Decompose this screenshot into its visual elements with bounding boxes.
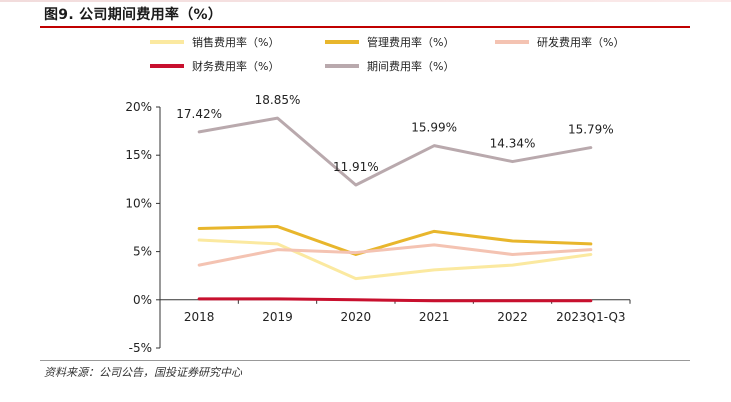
source-rule — [40, 360, 690, 361]
x-tick-label: 2020 — [341, 310, 372, 324]
series-line-4 — [197, 116, 593, 187]
data-label: 15.79% — [568, 123, 614, 137]
chart: 销售费用率（%） 管理费用率（%） 研发费用率（%） 财务费用率（%） 期间费用率（%）… — [125, 35, 631, 355]
y-tick-label: 10% — [125, 196, 152, 210]
data-label: 17.42% — [176, 107, 222, 121]
legend-label: 研发费用率（%） — [537, 35, 624, 49]
data-label: 14.34% — [490, 137, 536, 151]
legend-label: 期间费用率（%） — [367, 59, 454, 73]
figure-header: 图9. 公司期间费用率（%） — [0, 0, 731, 26]
x-tick-label: 2023Q1-Q3 — [556, 310, 625, 324]
legend-label: 销售费用率（%） — [192, 35, 279, 49]
legend-label: 管理费用率（%） — [367, 35, 454, 49]
y-tick-label: 5% — [133, 245, 152, 259]
series-line-0 — [197, 238, 593, 281]
data-label: 18.85% — [255, 93, 301, 107]
figure-title: 图9. 公司期间费用率（%） — [44, 7, 223, 23]
legend-label: 财务费用率（%） — [192, 59, 279, 73]
data-label: 15.99% — [411, 121, 457, 135]
y-tick-label: 20% — [125, 100, 152, 114]
source-note: 资料来源：公司公告，国投证券研究中心 — [44, 366, 242, 379]
title-accent-bar — [0, 0, 731, 2]
series-line-1 — [197, 225, 593, 256]
plot-area: 17.42% 18.85% 11.91% 15.99% 14.34% 15.79% — [176, 93, 614, 303]
data-label: 11.91% — [333, 160, 379, 174]
series-line-3 — [197, 297, 593, 303]
series-line-2 — [197, 243, 593, 267]
x-tick-label: 2019 — [262, 310, 293, 324]
y-tick-label: 15% — [125, 148, 152, 162]
x-tick-label: 2018 — [184, 310, 215, 324]
x-tick-label: 2022 — [497, 310, 528, 324]
title-rule — [40, 26, 690, 28]
legend: 销售费用率（%） 管理费用率（%） 研发费用率（%） 财务费用率（%） 期间费用率（%） — [150, 35, 624, 73]
x-tick-label: 2021 — [419, 310, 450, 324]
y-tick-label: 0% — [133, 293, 152, 307]
y-tick-label: -5% — [129, 341, 152, 355]
